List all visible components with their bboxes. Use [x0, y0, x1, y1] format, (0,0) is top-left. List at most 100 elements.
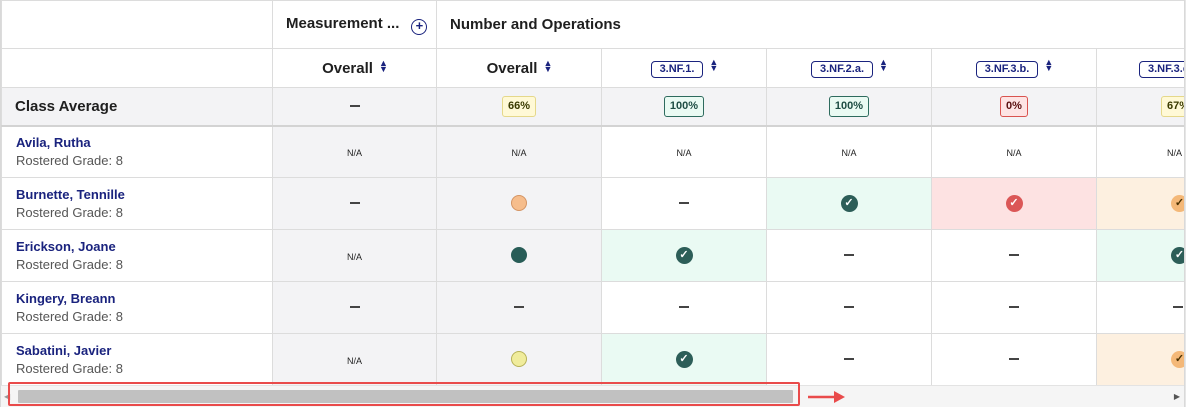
cell-number-ops[interactable]: N/A — [436, 125, 602, 178]
cell-measurement[interactable]: N/A — [272, 333, 437, 386]
table-row: Erickson, Joane Rostered Grade: 8 N/A ✓ … — [1, 229, 1184, 282]
header-empty-cell — [1, 0, 273, 49]
student-cell: Sabatini, Javier Rostered Grade: 8 — [1, 333, 273, 386]
cell-measurement[interactable]: N/A — [272, 125, 437, 178]
scroll-right-arrow-icon[interactable]: ▶ — [1173, 392, 1180, 401]
student-name-link[interactable]: Erickson, Joane — [16, 239, 116, 254]
cell-number-ops[interactable] — [436, 333, 602, 386]
cell-std-3[interactable] — [931, 281, 1097, 334]
cell-measurement[interactable] — [272, 177, 437, 230]
student-grade: Rostered Grade: 8 — [16, 257, 123, 272]
cell-std-2[interactable]: ✓ — [766, 177, 932, 230]
scrollbar-thumb[interactable] — [18, 390, 793, 403]
cell-std-2[interactable] — [766, 229, 932, 282]
cell-std-1[interactable]: ✓ — [601, 333, 767, 386]
sort-icon[interactable]: ▲ ▼ — [378, 57, 388, 74]
cell-number-ops[interactable] — [436, 177, 602, 230]
sort-overall-number-ops[interactable]: Overall ▲ ▼ — [436, 48, 602, 88]
cell-std-4[interactable]: N/A — [1095, 125, 1184, 178]
sort-overall-measurement[interactable]: Overall ▲ ▼ — [272, 48, 437, 88]
dash — [1009, 358, 1019, 361]
dash — [1173, 306, 1183, 309]
avg-std-2: 100% — [766, 87, 932, 127]
cell-number-ops[interactable] — [436, 281, 602, 334]
na-text: N/A — [1006, 147, 1022, 158]
student-grade: Rostered Grade: 8 — [16, 153, 123, 169]
cell-std-4[interactable]: ✓ — [1095, 333, 1184, 386]
scrollbar-highlight-box — [8, 382, 800, 406]
cell-std-1[interactable] — [601, 281, 767, 334]
cell-std-1[interactable]: ✓ — [601, 229, 767, 282]
subheader-empty-cell — [1, 48, 273, 88]
mastered-dot-icon — [511, 247, 527, 264]
standard-header-3nf2a: 3.NF.2.a. ▲ ▼ — [766, 48, 932, 88]
student-cell: Burnette, Tennille Rostered Grade: 8 — [1, 177, 273, 230]
student-cell: Kingery, Breann Rostered Grade: 8 — [1, 281, 273, 334]
cell-std-4[interactable]: ✓ — [1095, 177, 1184, 230]
check-circle-icon: ✓ — [840, 194, 858, 212]
student-name-link[interactable]: Kingery, Breann — [16, 291, 116, 306]
cell-std-3[interactable]: N/A — [931, 125, 1097, 178]
na-text: N/A — [1167, 147, 1183, 158]
dash — [844, 306, 854, 309]
dash — [349, 306, 360, 309]
dash — [844, 358, 854, 361]
cell-measurement[interactable]: N/A — [272, 229, 437, 282]
standard-tag[interactable]: 3.NF.1. — [650, 60, 704, 78]
cell-std-1[interactable]: N/A — [601, 125, 767, 178]
cell-std-3[interactable] — [931, 229, 1097, 282]
standard-tag[interactable]: 3.NF.3.b. — [975, 60, 1039, 78]
sort-icon[interactable]: ▲ ▼ — [1044, 56, 1054, 73]
cell-number-ops[interactable] — [436, 229, 602, 282]
mastery-table: Measurement ... + Number and Operations O… — [1, 0, 1184, 386]
check-circle-icon: ✓ — [1171, 194, 1184, 212]
emerging-dot-icon — [511, 351, 527, 368]
plus-circle-icon[interactable]: + — [411, 18, 428, 35]
standard-header-3nf3c: 3.NF.3.c. — [1095, 48, 1184, 88]
cell-std-3[interactable] — [931, 333, 1097, 386]
cell-measurement[interactable] — [272, 281, 437, 334]
standard-tag[interactable]: 3.NF.3.c. — [1139, 60, 1184, 78]
group-header-measurement: Measurement ... + — [272, 0, 437, 49]
sort-icon[interactable]: ▲ ▼ — [543, 57, 553, 74]
student-name-link[interactable]: Burnette, Tennille — [16, 187, 125, 202]
dash — [514, 306, 524, 309]
cell-std-2[interactable] — [766, 281, 932, 334]
overall-label: Overall — [322, 59, 373, 77]
avg-measurement-overall — [272, 87, 437, 127]
dash — [1009, 254, 1019, 257]
overall-label: Overall — [486, 59, 538, 77]
horizontal-scrollbar[interactable]: ◀ ▶ — [1, 385, 1184, 407]
standard-tag[interactable]: 3.NF.2.a. — [810, 60, 874, 78]
scroll-left-arrow-icon[interactable]: ◀ — [4, 392, 11, 401]
cell-std-2[interactable]: N/A — [766, 125, 932, 178]
group-header-number-ops: Number and Operations — [435, 0, 1184, 49]
arrow-right-icon — [808, 391, 845, 403]
student-name-link[interactable]: Sabatini, Javier — [16, 343, 112, 358]
pct-badge: 0% — [1000, 95, 1028, 117]
dash — [844, 254, 854, 257]
na-text: N/A — [346, 355, 362, 366]
sort-icon[interactable]: ▲ ▼ — [879, 56, 888, 73]
check-circle-icon: ✓ — [675, 246, 693, 264]
cell-std-1[interactable] — [601, 177, 767, 230]
avg-std-1: 100% — [601, 87, 767, 127]
cell-std-4[interactable]: ✓ — [1095, 229, 1184, 282]
sort-icon[interactable]: ▲ ▼ — [709, 56, 719, 73]
cell-std-2[interactable] — [766, 333, 932, 386]
standard-header-3nf1: 3.NF.1. ▲ ▼ — [601, 48, 767, 88]
table-row: Avila, Rutha Rostered Grade: 8 N/A N/A N… — [1, 125, 1184, 178]
pct-badge: 67% — [1161, 95, 1184, 117]
vertical-scrollbar[interactable] — [1185, 0, 1193, 407]
student-name-link[interactable]: Avila, Rutha — [16, 135, 91, 151]
cell-std-4[interactable] — [1095, 281, 1184, 334]
avg-std-3: 0% — [931, 87, 1097, 127]
group-label-measurement: Measurement ... — [286, 14, 400, 32]
na-text: N/A — [346, 147, 362, 158]
na-text: N/A — [676, 147, 692, 158]
cell-std-3[interactable]: ✓ — [931, 177, 1097, 230]
na-text: N/A — [346, 251, 362, 262]
student-grade: Rostered Grade: 8 — [16, 205, 123, 220]
avg-std-4: 67% — [1095, 87, 1184, 127]
